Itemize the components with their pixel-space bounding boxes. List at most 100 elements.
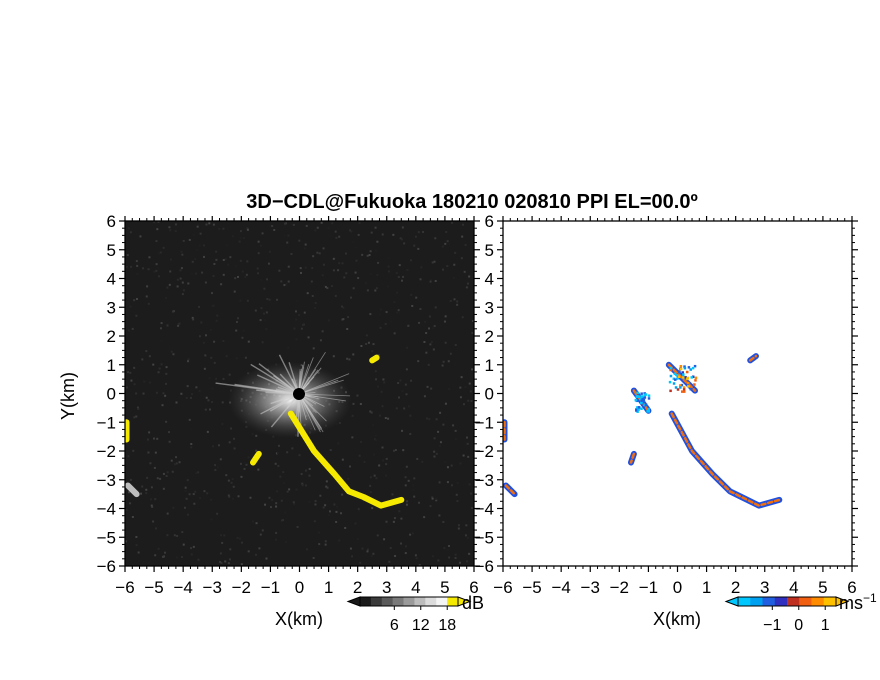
- noise-speckle: [133, 299, 136, 302]
- x-tick-label: −2: [610, 578, 629, 597]
- noise-speckle: [461, 235, 464, 238]
- vel-cluster-pixel: [637, 408, 640, 411]
- noise-speckle: [210, 518, 213, 521]
- colorbar-swatch: [392, 597, 404, 606]
- noise-speckle: [301, 482, 304, 485]
- noise-speckle: [383, 381, 386, 384]
- noise-speckle: [168, 226, 171, 229]
- noise-speckle: [162, 472, 165, 475]
- noise-speckle: [184, 486, 187, 489]
- noise-speckle: [298, 454, 301, 457]
- velocity-plot-area: [503, 221, 852, 566]
- noise-speckle: [425, 417, 428, 420]
- noise-speckle: [146, 438, 149, 441]
- noise-speckle: [435, 452, 438, 455]
- noise-speckle: [466, 442, 469, 445]
- noise-speckle: [306, 548, 309, 551]
- noise-speckle: [206, 492, 209, 495]
- noise-speckle: [160, 340, 163, 343]
- noise-speckle: [369, 484, 372, 487]
- vel-cluster-pixel: [638, 397, 642, 401]
- noise-speckle: [397, 309, 400, 312]
- x-tick-label: 5: [440, 578, 449, 597]
- noise-speckle: [334, 230, 337, 233]
- noise-speckle: [261, 232, 264, 235]
- noise-speckle: [133, 383, 136, 386]
- colorbar-swatch: [414, 597, 426, 606]
- noise-speckle: [454, 429, 457, 432]
- y-tick-label: −3: [97, 471, 116, 490]
- noise-speckle: [222, 227, 225, 230]
- noise-speckle: [172, 506, 175, 509]
- noise-speckle: [282, 471, 285, 474]
- noise-speckle: [335, 510, 338, 513]
- noise-speckle: [467, 399, 470, 402]
- noise-speckle: [198, 335, 201, 338]
- noise-speckle: [428, 327, 431, 330]
- noise-speckle: [166, 286, 169, 289]
- noise-speckle: [146, 285, 149, 288]
- vel-upper-pixel: [676, 388, 680, 391]
- noise-speckle: [401, 390, 404, 393]
- noise-speckle: [233, 290, 236, 293]
- noise-speckle: [259, 319, 262, 322]
- noise-speckle: [257, 252, 260, 255]
- y-tick-label: 1: [107, 356, 116, 375]
- noise-speckle: [269, 506, 272, 509]
- noise-speckle: [304, 484, 307, 487]
- noise-speckle: [244, 276, 247, 279]
- noise-speckle: [295, 488, 298, 491]
- noise-speckle: [230, 481, 233, 484]
- noise-speckle: [239, 230, 242, 233]
- vel-upper-pixel: [682, 373, 685, 376]
- noise-speckle: [135, 535, 138, 538]
- noise-speckle: [192, 545, 195, 548]
- noise-speckle: [209, 328, 212, 331]
- colorbar-tick-label: 12: [412, 617, 430, 634]
- noise-speckle: [368, 254, 371, 257]
- noise-speckle: [190, 428, 193, 431]
- noise-speckle: [316, 251, 319, 254]
- noise-speckle: [387, 417, 390, 420]
- colorbar-swatch: [381, 597, 393, 606]
- noise-speckle: [376, 273, 379, 276]
- noise-speckle: [244, 356, 247, 359]
- noise-speckle: [394, 449, 397, 452]
- noise-speckle: [378, 414, 381, 417]
- noise-speckle: [263, 312, 266, 315]
- noise-speckle: [288, 488, 291, 491]
- reflectivity-noise: [125, 221, 474, 566]
- x-tick-label: −3: [203, 578, 222, 597]
- noise-speckle: [220, 562, 223, 565]
- noise-speckle: [136, 264, 139, 267]
- noise-speckle: [403, 407, 406, 410]
- noise-speckle: [426, 385, 429, 388]
- noise-speckle: [403, 242, 406, 245]
- noise-speckle: [346, 357, 349, 360]
- x-tick-label: 0: [295, 578, 304, 597]
- noise-speckle: [314, 307, 317, 310]
- noise-speckle: [157, 275, 160, 278]
- x-tick-label: 0: [673, 578, 682, 597]
- noise-speckle: [318, 252, 321, 255]
- noise-speckle: [200, 321, 203, 324]
- noise-speckle: [354, 522, 357, 525]
- noise-speckle: [384, 322, 387, 325]
- noise-speckle: [443, 320, 446, 323]
- noise-speckle: [387, 265, 390, 268]
- noise-speckle: [278, 269, 281, 272]
- noise-speckle: [442, 360, 445, 363]
- noise-speckle: [453, 263, 456, 266]
- noise-speckle: [444, 242, 447, 245]
- noise-speckle: [370, 231, 373, 234]
- noise-speckle: [239, 462, 242, 465]
- noise-speckle: [186, 479, 189, 482]
- x-tick-label: 4: [789, 578, 798, 597]
- noise-speckle: [182, 239, 185, 242]
- clutter-ray: [298, 393, 351, 397]
- noise-speckle: [418, 501, 421, 504]
- noise-speckle: [181, 531, 184, 534]
- noise-speckle: [365, 334, 368, 337]
- noise-speckle: [407, 479, 410, 482]
